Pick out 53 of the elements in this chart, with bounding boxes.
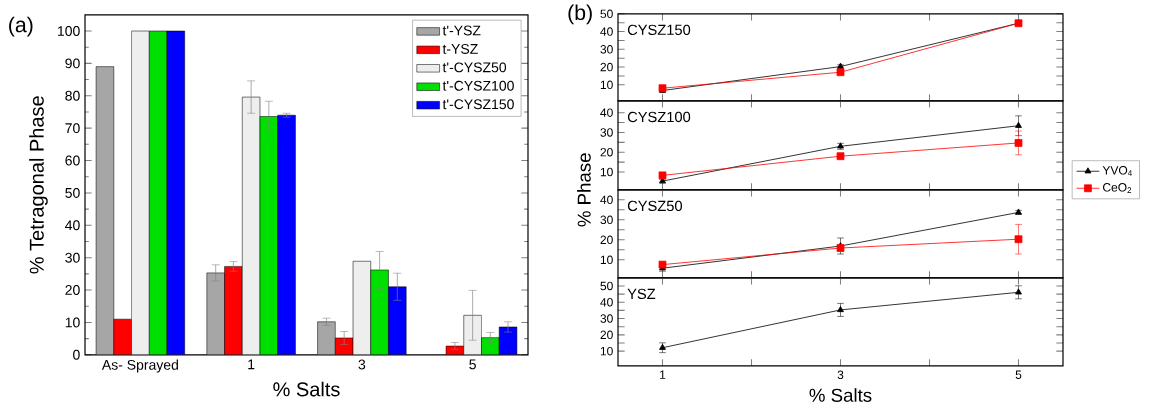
y-tick-label: 40 [600, 298, 613, 307]
y-tick-label: 30 [600, 45, 613, 54]
legend-label: t'-CYSZ50 [442, 62, 507, 73]
y-tick-label: 100 [58, 26, 80, 37]
y-tick-label: 10 [600, 167, 613, 177]
legend-label: CeO$_{2}$ [1103, 183, 1132, 194]
y-tick-label: 50 [65, 188, 80, 198]
legend-label: YVO$_{4}$ [1102, 166, 1132, 176]
y-axis-title: % Tetragonal Phase [29, 96, 48, 274]
y-tick-label: 60 [65, 155, 80, 166]
y-tick-label: 40 [600, 195, 613, 205]
y-tick-label: 30 [600, 128, 613, 137]
y-tick-label: 40 [600, 108, 613, 118]
annotation: CYSZ50 [627, 200, 682, 212]
annotation: YSZ [627, 288, 656, 300]
annotation: CYSZ100 [627, 111, 691, 123]
y-tick-label: 50 [600, 9, 613, 19]
y-tick-label: 20 [65, 285, 80, 296]
x-axis-title: % Salts [809, 388, 872, 402]
annotation: CYSZ150 [627, 24, 691, 36]
x-tick-label: 1 [248, 359, 255, 370]
y-tick-label: 10 [600, 80, 613, 90]
x-tick-label: 1 [660, 370, 666, 379]
y-tick-label: 50 [600, 281, 613, 291]
y-tick-label: 80 [65, 90, 80, 101]
y-tick-label: 30 [600, 314, 613, 323]
y-tick-label: 10 [600, 255, 613, 265]
x-tick-label: As- Sprayed [101, 359, 178, 373]
y-tick-label: 0 [73, 349, 80, 360]
chart-title: (b) [568, 4, 592, 25]
x-axis-title: % Salts [273, 381, 340, 397]
legend-label: t'-YSZ [442, 25, 481, 36]
y-tick-label: 30 [65, 252, 80, 263]
x-tick-label: 5 [1015, 370, 1022, 379]
y-tick-label: 30 [600, 215, 613, 225]
y-axis-title: % Phase [577, 153, 591, 227]
y-tick-label: 40 [600, 27, 613, 36]
y-tick-label: 20 [600, 235, 613, 245]
x-tick-label: 3 [837, 370, 844, 380]
x-tick-label: 3 [358, 359, 366, 370]
legend-label: t'-CYSZ100 [442, 80, 514, 91]
y-tick-label: 70 [65, 123, 80, 134]
x-tick-label: 5 [469, 359, 476, 370]
y-tick-label: 40 [65, 220, 80, 231]
legend-label: t'-CYSZ150 [442, 99, 514, 110]
y-tick-label: 90 [65, 58, 80, 69]
y-tick-label: 20 [600, 62, 613, 72]
legend-label: t-YSZ [442, 44, 478, 54]
y-tick-label: 10 [65, 317, 80, 328]
chart-title: (a) [9, 16, 33, 37]
y-tick-label: 10 [600, 346, 613, 356]
y-tick-label: 20 [600, 148, 613, 157]
y-tick-label: 20 [600, 330, 613, 340]
